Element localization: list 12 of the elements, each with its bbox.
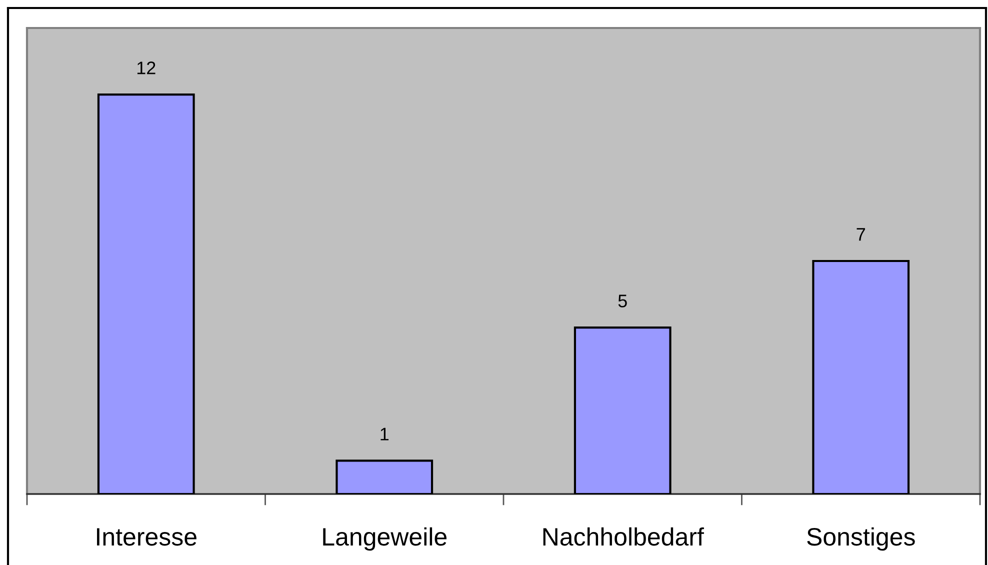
x-tick-label: Nachholbedarf bbox=[543, 527, 704, 546]
bar bbox=[97, 94, 195, 494]
data-label: 1 bbox=[380, 428, 389, 440]
bar bbox=[812, 260, 910, 494]
x-tick-label: Interesse bbox=[97, 528, 196, 546]
bar bbox=[574, 326, 672, 494]
data-label: 7 bbox=[856, 228, 865, 241]
x-tick-label: Langeweile bbox=[323, 527, 447, 551]
data-label: 5 bbox=[618, 294, 627, 308]
bar bbox=[336, 460, 434, 494]
x-tick-label: Sonstiges bbox=[807, 527, 915, 551]
data-label: 12 bbox=[137, 62, 156, 74]
